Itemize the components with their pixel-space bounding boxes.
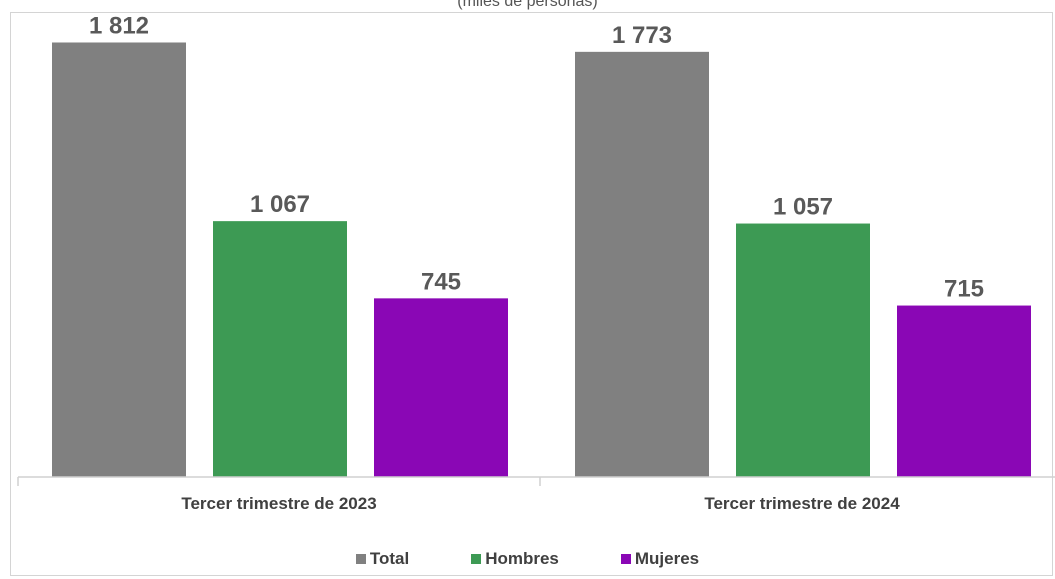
legend-label-mujeres: Mujeres bbox=[634, 549, 700, 568]
data-label-total-1: 1 812 bbox=[89, 12, 149, 39]
legend-item-total: Total bbox=[355, 549, 410, 569]
legend: Total Hombres Mujeres bbox=[0, 549, 1055, 569]
legend-label-hombres: Hombres bbox=[485, 549, 559, 568]
chart-subtitle: (miles de personas) bbox=[457, 0, 598, 10]
category-label-1: Tercer trimestre de 2023 bbox=[181, 494, 376, 513]
chart-frame bbox=[10, 12, 1053, 576]
legend-swatch-hombres bbox=[471, 554, 482, 564]
legend-label-total: Total bbox=[369, 549, 410, 568]
bar-hombres-1 bbox=[213, 221, 347, 477]
bar-mujeres-1 bbox=[374, 298, 508, 477]
bar-chart: 1 812 1 067 745 1 773 1 057 715 Tercer trimes… bbox=[17, 12, 1055, 513]
bar-total-1 bbox=[52, 42, 186, 477]
bar-hombres-2 bbox=[736, 223, 870, 477]
data-label-total-2: 1 773 bbox=[612, 22, 672, 49]
legend-swatch-mujeres bbox=[620, 554, 631, 564]
bar-mujeres-2 bbox=[897, 305, 1031, 477]
data-label-hombres-2: 1 057 bbox=[773, 194, 833, 221]
data-label-mujeres-2: 715 bbox=[944, 276, 984, 303]
bars-group: 1 812 1 067 745 1 773 1 057 715 bbox=[52, 12, 1031, 478]
category-label-2: Tercer trimestre de 2024 bbox=[704, 494, 900, 513]
legend-swatch-total bbox=[355, 554, 366, 564]
data-label-mujeres-1: 745 bbox=[421, 268, 461, 295]
data-label-hombres-1: 1 067 bbox=[250, 191, 310, 218]
legend-item-hombres: Hombres bbox=[471, 549, 559, 569]
bar-total-2 bbox=[575, 51, 709, 478]
legend-item-mujeres: Mujeres bbox=[620, 549, 700, 569]
x-axis: Tercer trimestre de 2023 Tercer trimestre… bbox=[17, 476, 1055, 513]
